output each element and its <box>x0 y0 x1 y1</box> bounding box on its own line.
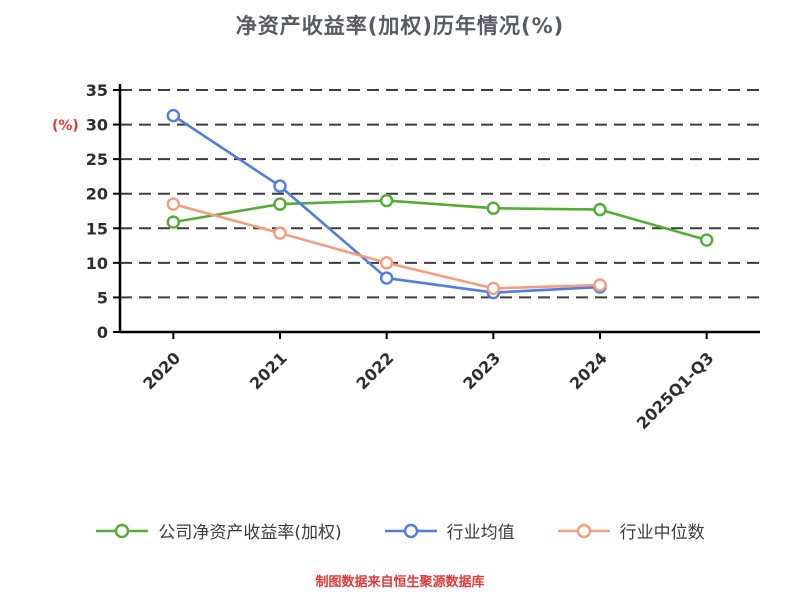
data-point-series-2 <box>593 278 607 292</box>
data-point-series-0 <box>699 233 714 247</box>
legend-label-industry-mean: 行业均值 <box>446 523 515 543</box>
x-tick-label: 2025Q1-Q3 <box>633 348 718 433</box>
y-axis-unit-label: (%) <box>52 118 79 134</box>
y-tick-label: 20 <box>86 185 108 204</box>
legend: 公司净资产收益率(加权) 行业均值 行业中位数 <box>0 518 800 543</box>
data-point-series-2 <box>486 281 501 296</box>
legend-marker-company-icon <box>96 523 149 538</box>
legend-marker-industry-median-icon <box>557 523 610 538</box>
legend-label-company: 公司净资产收益率(加权) <box>158 523 342 543</box>
data-point-series-2 <box>379 256 394 270</box>
data-point-series-0 <box>166 215 181 229</box>
y-tick-label: 5 <box>97 288 108 307</box>
series-line-0 <box>172 199 708 242</box>
legend-entry-company: 公司净资产收益率(加权) <box>95 518 342 543</box>
data-point-series-0 <box>486 201 501 215</box>
data-point-series-0 <box>379 193 394 208</box>
data-point-series-0 <box>593 202 607 217</box>
x-tick-label: 2024 <box>566 348 611 393</box>
data-source-note: 制图数据来自恒生聚源数据库 <box>315 575 485 590</box>
chart-title: 净资产收益率(加权)历年情况(%) <box>235 14 565 38</box>
data-point-series-2 <box>166 197 181 211</box>
y-tick-label: 15 <box>86 219 108 238</box>
data-point-series-2 <box>273 226 287 240</box>
legend-entry-industry-median: 行业中位数 <box>557 518 705 543</box>
x-tick-label: 2020 <box>139 348 184 393</box>
legend-entry-industry-mean: 行业均值 <box>384 518 515 543</box>
y-tick-label: 25 <box>86 150 108 169</box>
y-tick-label: 30 <box>86 116 108 135</box>
x-tick-label: 2023 <box>459 348 504 393</box>
legend-label-industry-median: 行业中位数 <box>619 523 705 543</box>
data-point-series-0 <box>273 197 287 211</box>
y-tick-label: 0 <box>97 323 108 342</box>
y-tick-label: 35 <box>86 81 108 100</box>
x-tick-label: 2021 <box>246 348 291 393</box>
y-tick-label: 10 <box>86 254 108 273</box>
legend-marker-industry-mean-icon <box>384 523 437 538</box>
x-tick-label: 2022 <box>353 348 398 393</box>
data-point-series-1 <box>379 271 394 285</box>
data-point-series-1 <box>166 108 181 123</box>
data-point-series-1 <box>273 179 287 193</box>
